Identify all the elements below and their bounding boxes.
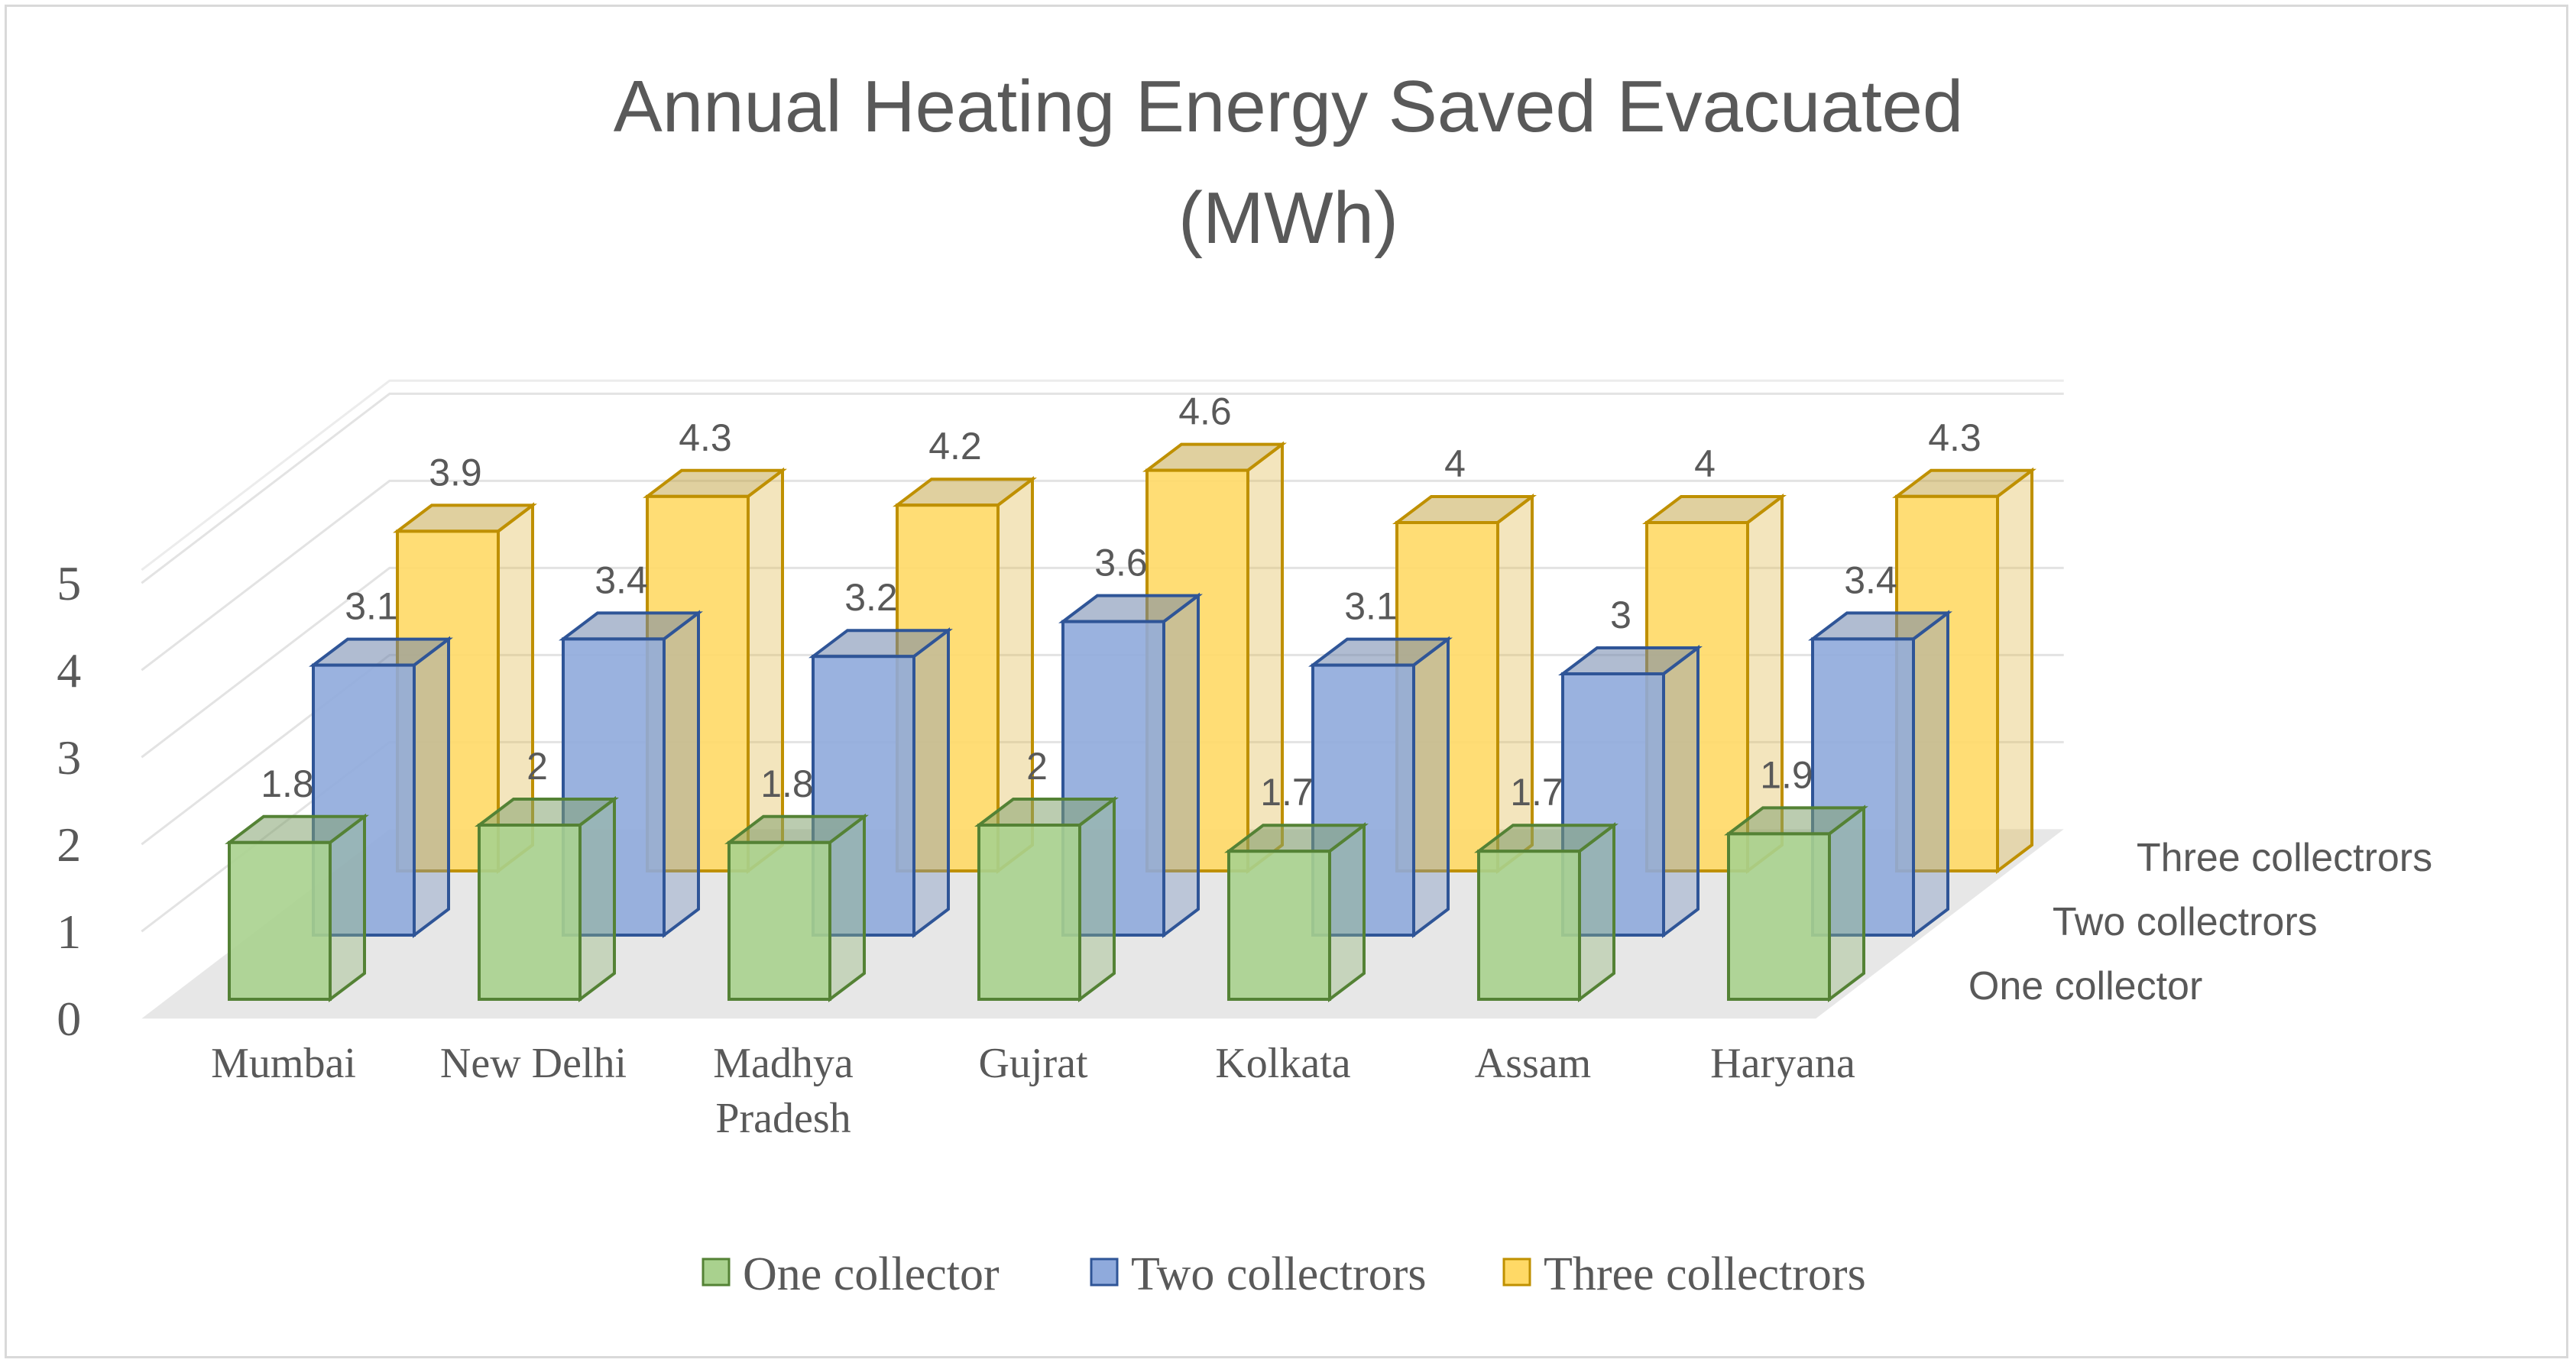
bar-0-6 (1724, 804, 1868, 1003)
data-label: 4 (1444, 442, 1466, 485)
x-tick-label: Mumbai (211, 1040, 356, 1087)
y-tick-label: 4 (57, 643, 81, 698)
bar-side (1828, 804, 1865, 1003)
bar-1-5 (1558, 644, 1703, 939)
gridline-top (141, 379, 2064, 571)
depth-axis-label: One collector (1968, 964, 2202, 1008)
data-label: 3.4 (1844, 558, 1897, 601)
plot-area: 0 1 2 3 4 5 Mumbai New Delhi Madhya Pradesh Gujrat… (57, 379, 2432, 1142)
x-tick-label: Haryana (1710, 1040, 1855, 1087)
bar-front (478, 824, 582, 1001)
data-label: 4.2 (928, 425, 982, 468)
legend: One collector Two collectrors Three collec… (702, 1248, 1866, 1300)
y-tick-label: 1 (57, 905, 81, 959)
data-label: 1.8 (760, 762, 814, 805)
bar-side (413, 636, 450, 939)
legend-swatch (1502, 1258, 1531, 1287)
bar-side (1328, 822, 1366, 1003)
data-label: 3 (1610, 594, 1631, 636)
x-tick-label: Assam (1475, 1040, 1591, 1087)
bar-front (1477, 850, 1581, 1001)
data-label: 3.1 (1344, 585, 1398, 628)
legend-label: One collector (743, 1248, 1000, 1300)
bar-1-4 (1308, 636, 1453, 939)
depth-axis-label: Three collectrors (2137, 836, 2432, 880)
x-tick-label: New Delhi (440, 1040, 627, 1087)
legend-swatch (702, 1258, 731, 1287)
x-tick-label: Madhya Pradesh (713, 1040, 854, 1142)
bar-front (727, 840, 831, 1002)
gridline (141, 392, 2064, 584)
bar-front (977, 824, 1081, 1001)
data-label: 4.6 (1178, 390, 1232, 433)
bar-side (1996, 467, 2033, 875)
bar-side (1162, 592, 1200, 939)
y-tick-label: 3 (57, 730, 81, 785)
bar-front (1227, 850, 1331, 1001)
bar-1-6 (1808, 610, 1952, 939)
bar-side (578, 795, 616, 1003)
bar-side (1078, 795, 1116, 1003)
data-label: 1.9 (1760, 753, 1813, 796)
x-tick-label: Gujrat (978, 1040, 1088, 1087)
bar-side (912, 627, 950, 939)
bar-0-3 (974, 795, 1119, 1003)
legend-label: Two collectrors (1131, 1248, 1426, 1300)
bar-0-5 (1474, 822, 1619, 1003)
depth-axis-label: Two collectrors (2053, 900, 2318, 944)
chart-title: Annual Heating Energy Saved Evacuated (614, 66, 1964, 147)
y-tick-label: 5 (57, 556, 81, 610)
bar-0-0 (225, 813, 369, 1003)
bar-0-4 (1224, 822, 1369, 1003)
gridline (141, 479, 2064, 672)
bar-side (329, 813, 366, 1003)
legend-label: Three collectrors (1544, 1248, 1866, 1300)
chart-title-line2: (MWh) (1178, 177, 1398, 259)
data-label: 2 (527, 745, 548, 788)
bar-side (1662, 644, 1700, 939)
bar-front (228, 840, 332, 1002)
data-label: 3.9 (429, 451, 482, 494)
bar-0-1 (475, 795, 619, 1003)
bar-front (1727, 832, 1831, 1002)
bar-side (828, 813, 866, 1003)
y-tick-label: 0 (57, 992, 81, 1046)
data-label: 3.1 (345, 585, 398, 628)
y-tick-label: 2 (57, 817, 81, 872)
data-label: 4.3 (1928, 416, 1981, 459)
data-label: 4.3 (679, 416, 732, 459)
data-label: 3.2 (844, 576, 898, 619)
bar-side (1912, 610, 1949, 939)
data-label: 1.8 (261, 762, 314, 805)
bar-side (1496, 493, 1534, 875)
data-label: 3.6 (1094, 542, 1148, 584)
bar-side (1412, 636, 1450, 939)
bar-0-2 (724, 813, 869, 1003)
bar-side (663, 610, 700, 939)
x-tick-label: Kolkata (1215, 1040, 1350, 1087)
data-label: 1.7 (1260, 771, 1314, 814)
data-label: 1.7 (1510, 771, 1563, 814)
bar-side (747, 467, 784, 875)
bar-side (1578, 822, 1615, 1003)
gridline (141, 566, 2064, 759)
data-label: 4 (1694, 442, 1716, 485)
legend-swatch (1090, 1258, 1119, 1287)
data-label: 3.4 (595, 558, 648, 601)
data-label: 2 (1026, 745, 1048, 788)
